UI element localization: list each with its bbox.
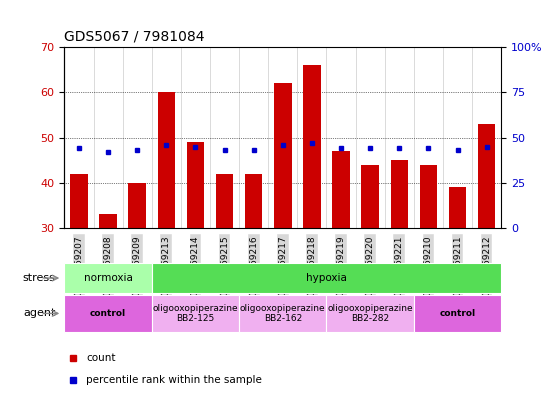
Bar	[186, 142, 204, 228]
Bar	[216, 174, 234, 228]
Bar	[64, 263, 152, 293]
Text: stress: stress	[23, 273, 55, 283]
Text: oligooxopiperazine
BB2-125: oligooxopiperazine BB2-125	[153, 304, 238, 323]
Text: oligooxopiperazine
BB2-162: oligooxopiperazine BB2-162	[240, 304, 325, 323]
Text: percentile rank within the sample: percentile rank within the sample	[86, 375, 262, 385]
Bar	[449, 187, 466, 228]
Bar	[152, 295, 239, 332]
Text: agent: agent	[24, 309, 55, 318]
Bar	[326, 295, 414, 332]
Bar	[390, 160, 408, 228]
Bar	[64, 295, 152, 332]
Bar	[157, 92, 175, 228]
Bar	[419, 165, 437, 228]
Bar	[245, 174, 263, 228]
Bar	[361, 165, 379, 228]
Text: hypoxia: hypoxia	[306, 273, 347, 283]
Text: control: control	[440, 309, 475, 318]
Bar	[414, 295, 501, 332]
Bar	[99, 214, 117, 228]
Bar	[239, 295, 326, 332]
Bar	[152, 263, 501, 293]
Bar	[332, 151, 350, 228]
Text: control: control	[90, 309, 126, 318]
Text: count: count	[86, 353, 116, 364]
Text: GDS5067 / 7981084: GDS5067 / 7981084	[64, 29, 205, 43]
Text: normoxia: normoxia	[83, 273, 133, 283]
Bar	[303, 65, 321, 228]
Bar	[478, 124, 496, 228]
Bar	[70, 174, 88, 228]
Bar	[128, 183, 146, 228]
Text: oligooxopiperazine
BB2-282: oligooxopiperazine BB2-282	[328, 304, 413, 323]
Bar	[274, 83, 292, 228]
